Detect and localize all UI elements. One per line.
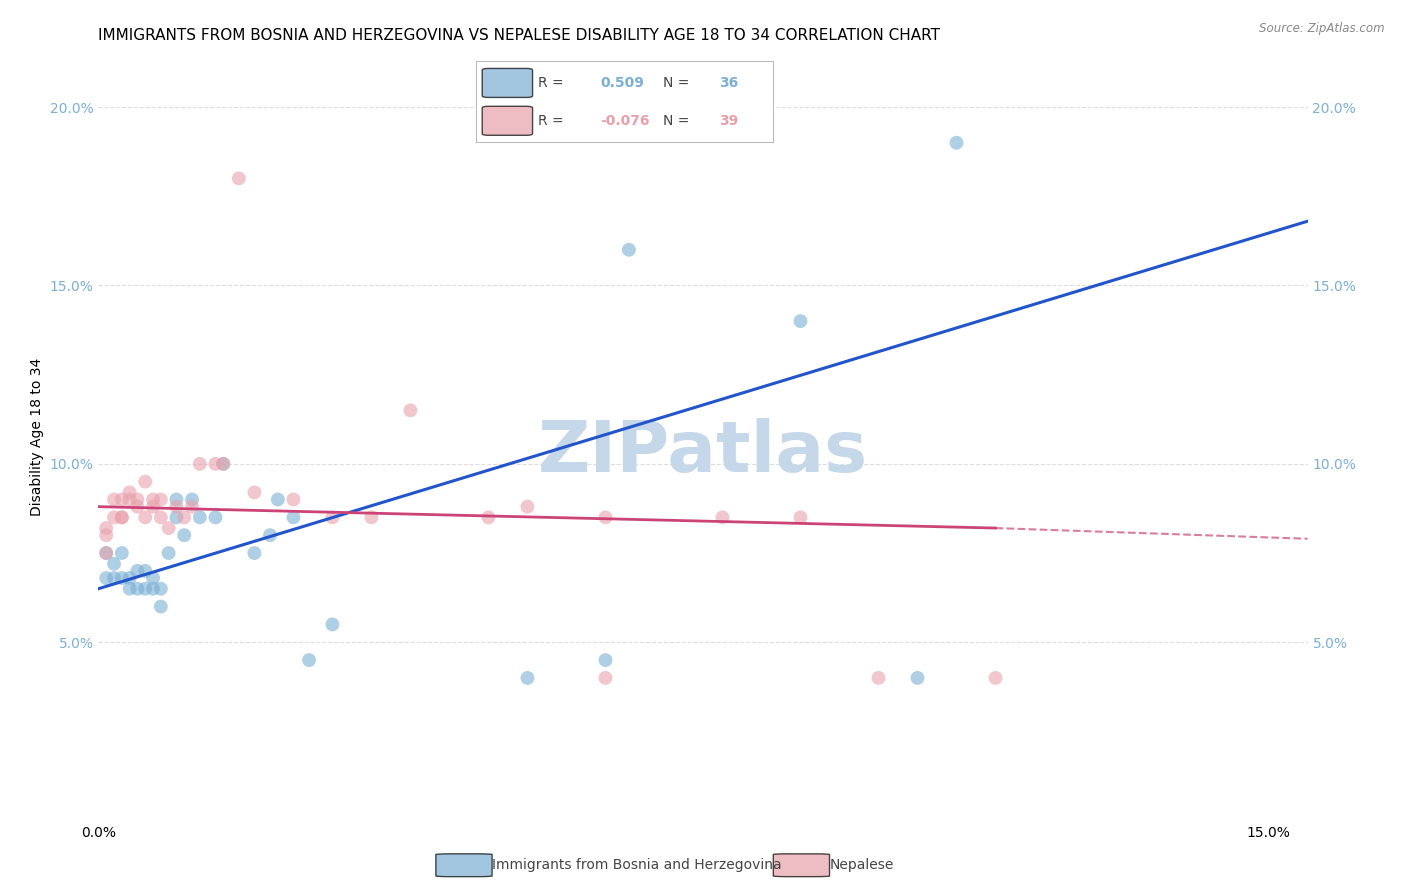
Point (298, 653, 321, 667)
Point (96, 546, 118, 560)
Point (165, 492, 187, 507)
Point (984, 671, 1007, 685)
Point (711, 510, 734, 524)
Point (868, 671, 890, 685)
Point (118, 492, 141, 507)
Point (127, 492, 149, 507)
Point (127, 564, 149, 578)
Point (103, 492, 125, 507)
Point (173, 528, 195, 542)
Point (111, 546, 134, 560)
Point (181, 500, 204, 514)
Point (127, 582, 149, 596)
Point (945, 136, 967, 150)
Point (165, 510, 187, 524)
Point (149, 582, 172, 596)
Point (103, 510, 125, 524)
Point (142, 571, 165, 585)
Point (228, 171, 250, 186)
Point (96, 521, 118, 535)
Point (127, 500, 149, 514)
Point (188, 510, 211, 524)
Point (96, 528, 118, 542)
Y-axis label: Disability Age 18 to 34: Disability Age 18 to 34 (30, 358, 44, 516)
Point (907, 671, 929, 685)
Point (111, 510, 134, 524)
Point (149, 492, 172, 507)
Point (134, 564, 156, 578)
Point (595, 671, 617, 685)
Point (283, 492, 305, 507)
Point (134, 475, 156, 489)
Point (321, 510, 343, 524)
Point (516, 500, 538, 514)
Point (283, 510, 305, 524)
Point (103, 557, 125, 571)
Point (360, 510, 382, 524)
Point (399, 403, 422, 417)
Point (516, 671, 538, 685)
Point (243, 485, 266, 500)
Point (212, 457, 235, 471)
Point (111, 510, 134, 524)
Point (118, 485, 141, 500)
Point (149, 510, 172, 524)
Point (96, 546, 118, 560)
Point (259, 528, 281, 542)
Point (212, 457, 235, 471)
Point (595, 510, 617, 524)
Point (134, 510, 156, 524)
Point (157, 521, 180, 535)
Point (477, 510, 499, 524)
Point (617, 243, 640, 257)
Point (118, 582, 141, 596)
Point (188, 457, 211, 471)
Text: IMMIGRANTS FROM BOSNIA AND HERZEGOVINA VS NEPALESE DISABILITY AGE 18 TO 34 CORRE: IMMIGRANTS FROM BOSNIA AND HERZEGOVINA V… (98, 28, 941, 43)
Point (321, 617, 343, 632)
Point (181, 492, 204, 507)
Point (789, 510, 811, 524)
Point (165, 500, 187, 514)
Point (149, 599, 172, 614)
Point (595, 653, 617, 667)
Point (111, 492, 134, 507)
Point (111, 571, 134, 585)
Point (204, 510, 226, 524)
Point (243, 546, 266, 560)
Point (204, 457, 226, 471)
Point (789, 314, 811, 328)
FancyBboxPatch shape (773, 854, 830, 877)
Point (96, 571, 118, 585)
Point (142, 582, 165, 596)
Point (142, 492, 165, 507)
Point (173, 510, 195, 524)
Point (267, 492, 290, 507)
Point (118, 571, 141, 585)
Point (142, 500, 165, 514)
Text: ZIPatlas: ZIPatlas (538, 418, 868, 487)
Text: Nepalese: Nepalese (830, 858, 894, 872)
Text: Immigrants from Bosnia and Herzegovina: Immigrants from Bosnia and Herzegovina (492, 858, 782, 872)
Point (157, 546, 180, 560)
Point (103, 571, 125, 585)
Point (134, 582, 156, 596)
Text: Source: ZipAtlas.com: Source: ZipAtlas.com (1260, 22, 1385, 36)
FancyBboxPatch shape (436, 854, 492, 877)
